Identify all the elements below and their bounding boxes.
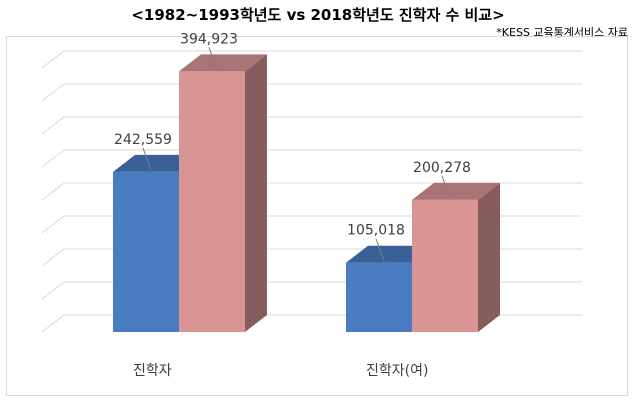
gridline-side bbox=[41, 149, 65, 168]
gridline-side bbox=[41, 83, 65, 102]
bar bbox=[113, 171, 179, 332]
gridline-side bbox=[41, 116, 65, 135]
bar-top bbox=[179, 54, 267, 72]
data-label-leader bbox=[208, 47, 218, 70]
data-label-leader bbox=[441, 175, 451, 198]
data-label-leader bbox=[375, 238, 385, 261]
bar bbox=[179, 71, 245, 332]
plot-area-border bbox=[6, 36, 628, 396]
gridline-side bbox=[41, 50, 65, 69]
gridline-side bbox=[41, 281, 65, 300]
bar bbox=[412, 199, 478, 332]
data-label: 200,278 bbox=[413, 160, 471, 176]
bar-side bbox=[478, 182, 500, 332]
chart-title: <1982~1993학년도 vs 2018학년도 진학자 수 비교> bbox=[131, 6, 505, 24]
data-label: 105,018 bbox=[347, 223, 405, 239]
gridline-side bbox=[41, 215, 65, 234]
source-note: *KESS 교육통계서비스 자료 bbox=[496, 26, 628, 39]
bar-side bbox=[245, 54, 267, 332]
bar-top bbox=[412, 182, 500, 200]
gridline-side bbox=[41, 182, 65, 201]
gridline-side bbox=[41, 248, 65, 267]
data-label: 394,923 bbox=[180, 31, 238, 47]
category-label: 진학자(여) bbox=[366, 363, 428, 379]
category-label: 진학자 bbox=[133, 363, 172, 379]
data-label-leader bbox=[142, 147, 152, 171]
data-label: 242,559 bbox=[114, 132, 172, 148]
bar bbox=[346, 262, 412, 332]
gridline-side bbox=[41, 314, 65, 333]
